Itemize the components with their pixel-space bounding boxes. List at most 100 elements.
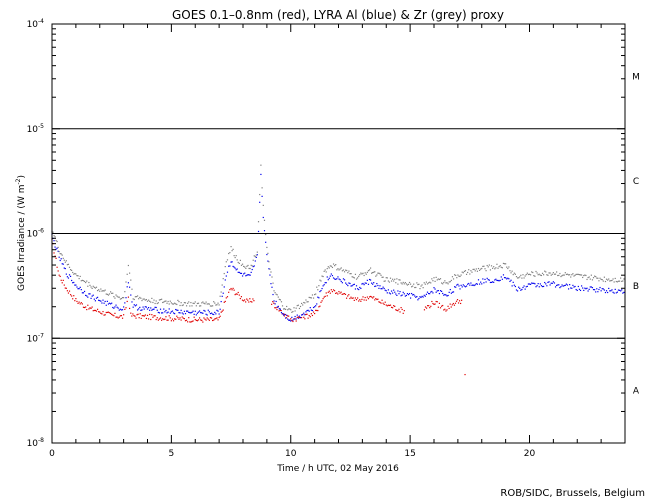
data-point bbox=[601, 288, 603, 290]
data-point bbox=[95, 286, 98, 288]
data-point bbox=[498, 280, 500, 282]
data-point bbox=[159, 308, 162, 310]
data-point bbox=[318, 306, 320, 308]
data-point bbox=[501, 278, 503, 280]
data-point bbox=[528, 283, 531, 285]
data-point bbox=[93, 309, 95, 312]
data-point bbox=[339, 268, 341, 270]
data-point bbox=[82, 292, 85, 294]
data-point bbox=[521, 288, 523, 291]
data-point bbox=[232, 287, 234, 289]
data-point bbox=[546, 285, 548, 287]
data-point bbox=[524, 288, 526, 290]
data-point bbox=[553, 282, 556, 284]
data-point bbox=[295, 320, 297, 322]
data-point bbox=[610, 280, 612, 282]
data-point bbox=[445, 310, 447, 312]
data-point bbox=[304, 302, 306, 304]
data-point bbox=[501, 267, 503, 269]
data-point bbox=[219, 315, 221, 317]
data-point bbox=[198, 305, 201, 307]
data-point bbox=[353, 299, 355, 301]
data-point bbox=[351, 285, 353, 287]
data-point bbox=[121, 317, 124, 319]
data-point bbox=[502, 262, 505, 265]
data-point bbox=[311, 309, 314, 312]
data-point bbox=[567, 274, 570, 276]
data-point bbox=[165, 309, 167, 312]
data-point bbox=[301, 314, 303, 316]
data-point bbox=[151, 314, 153, 316]
data-point bbox=[425, 293, 428, 295]
data-point bbox=[240, 272, 243, 275]
data-point bbox=[256, 254, 258, 256]
data-point bbox=[69, 269, 72, 271]
data-point bbox=[85, 306, 87, 308]
data-point bbox=[514, 273, 516, 275]
data-point bbox=[322, 275, 324, 278]
data-point bbox=[607, 291, 609, 294]
data-point bbox=[293, 318, 295, 320]
data-point bbox=[323, 296, 325, 298]
data-point bbox=[330, 265, 332, 267]
data-point bbox=[437, 306, 439, 308]
data-point bbox=[192, 320, 194, 322]
data-point bbox=[93, 298, 95, 300]
data-point bbox=[518, 277, 520, 279]
data-point bbox=[254, 260, 256, 262]
data-point bbox=[548, 272, 550, 274]
data-point bbox=[539, 283, 541, 285]
data-point bbox=[184, 302, 187, 304]
data-point bbox=[177, 309, 179, 311]
data-point bbox=[323, 284, 325, 286]
data-point bbox=[490, 281, 493, 284]
data-point bbox=[54, 236, 56, 238]
data-point bbox=[252, 298, 254, 300]
data-point bbox=[567, 288, 570, 290]
data-point bbox=[312, 297, 315, 299]
data-point bbox=[578, 288, 581, 290]
data-point bbox=[71, 279, 73, 282]
data-point bbox=[237, 291, 239, 294]
data-point bbox=[190, 321, 192, 323]
data-point bbox=[175, 308, 177, 311]
data-point bbox=[193, 316, 195, 318]
data-point bbox=[231, 289, 233, 291]
data-point bbox=[176, 315, 178, 317]
data-point bbox=[190, 312, 192, 314]
data-point bbox=[500, 276, 502, 278]
data-point bbox=[373, 282, 375, 284]
data-point bbox=[119, 298, 121, 300]
data-point bbox=[134, 315, 136, 317]
data-point bbox=[382, 302, 384, 304]
data-point bbox=[615, 292, 617, 294]
data-point bbox=[398, 308, 400, 310]
data-point bbox=[144, 314, 147, 316]
data-point bbox=[451, 291, 454, 293]
data-point bbox=[314, 312, 316, 315]
data-point bbox=[493, 281, 495, 283]
data-point bbox=[488, 279, 490, 281]
data-point bbox=[209, 305, 212, 307]
data-point bbox=[374, 299, 376, 301]
data-point bbox=[341, 282, 343, 284]
data-point bbox=[460, 302, 462, 305]
data-point bbox=[464, 270, 467, 272]
data-point bbox=[349, 282, 351, 285]
data-point bbox=[361, 298, 363, 300]
data-point bbox=[471, 271, 473, 273]
data-point bbox=[580, 285, 583, 287]
data-point bbox=[327, 291, 329, 293]
data-point bbox=[599, 277, 601, 279]
data-point bbox=[63, 267, 65, 269]
data-point bbox=[295, 318, 297, 320]
data-point bbox=[387, 280, 389, 282]
data-point bbox=[153, 299, 155, 301]
data-point bbox=[566, 273, 569, 275]
data-point bbox=[165, 316, 167, 318]
data-point bbox=[311, 294, 314, 296]
data-point bbox=[436, 290, 438, 292]
data-point bbox=[188, 301, 190, 303]
data-point bbox=[324, 295, 326, 297]
data-point bbox=[145, 317, 148, 320]
